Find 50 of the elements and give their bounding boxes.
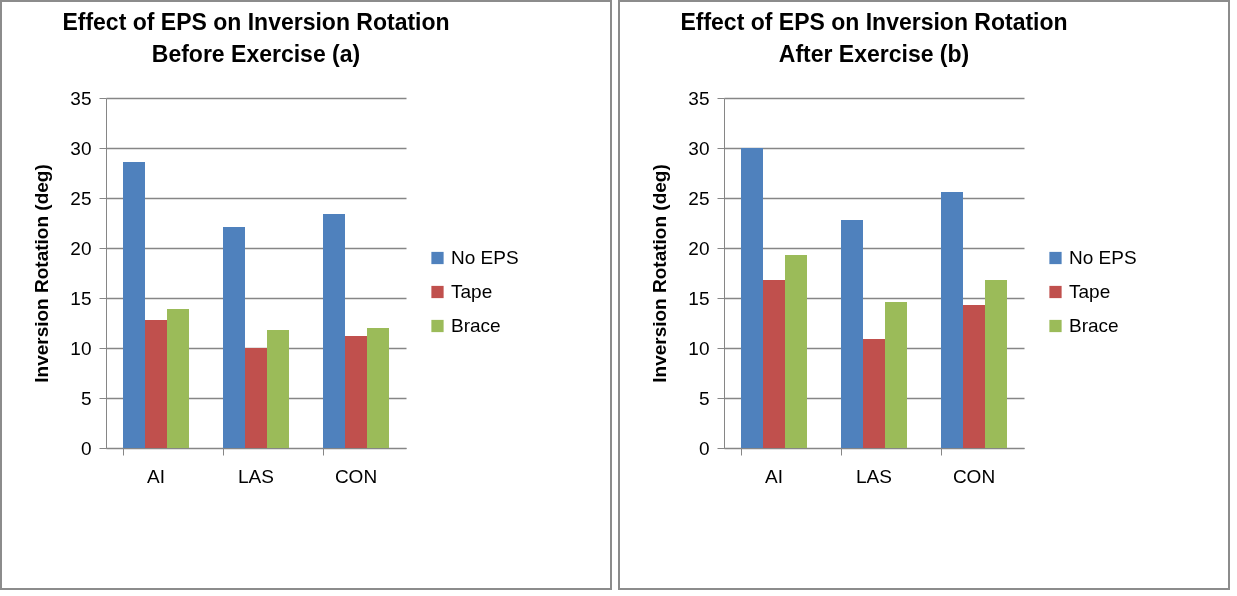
y-tick-label: 15 [70,287,92,309]
y-tick-label: 35 [70,87,92,109]
y-tick-label: 20 [688,237,710,259]
bar [323,214,345,448]
bar [267,330,289,448]
y-tick-label: 25 [70,187,92,209]
legend-label: Brace [1069,315,1119,336]
bar [345,336,367,448]
y-tick-label: 25 [688,187,710,209]
legend-label: No EPS [1069,247,1137,268]
bar [741,148,763,448]
y-axis-title: Inversion Rotation (deg) [649,164,671,383]
bar [963,305,985,448]
y-axis-title: Inversion Rotation (deg) [31,164,53,383]
bar [941,192,963,448]
x-tick-label: LAS [238,465,274,487]
y-tick-label: 10 [70,337,92,359]
legend-label: Brace [451,315,501,336]
y-tick-label: 30 [688,137,710,159]
chart-title: Effect of EPS on Inversion Rotation After Exercise (b) [680,9,1068,67]
bar [123,162,145,448]
bar [841,220,863,448]
y-tick-label: 20 [70,237,92,259]
y-tick-label: 0 [698,437,710,459]
bar [245,348,267,448]
bar [367,328,389,448]
bar [863,339,885,448]
bar [785,255,807,448]
bar [763,280,785,448]
chart-title: Effect of EPS on Inversion Rotation Before Exercise (a) [62,9,450,67]
legend-label: Tape [451,281,493,302]
bar [167,309,189,448]
y-tick-label: 10 [688,337,710,359]
y-tick-label: 35 [688,87,710,109]
bar [145,320,167,448]
x-tick-label: LAS [856,465,892,487]
bar [985,280,1007,448]
x-tick-label: CON [334,465,378,487]
bar [885,302,907,448]
y-tick-label: 30 [70,137,92,159]
legend-label: Tape [1069,281,1111,302]
x-tick-label: AI [147,465,165,487]
legend-label: No EPS [451,247,519,268]
y-tick-label: 5 [698,387,710,409]
x-tick-label: CON [952,465,996,487]
y-tick-label: 15 [688,287,710,309]
x-tick-label: AI [765,465,783,487]
y-tick-label: 0 [80,437,92,459]
bar [223,227,245,448]
y-tick-label: 5 [80,387,92,409]
